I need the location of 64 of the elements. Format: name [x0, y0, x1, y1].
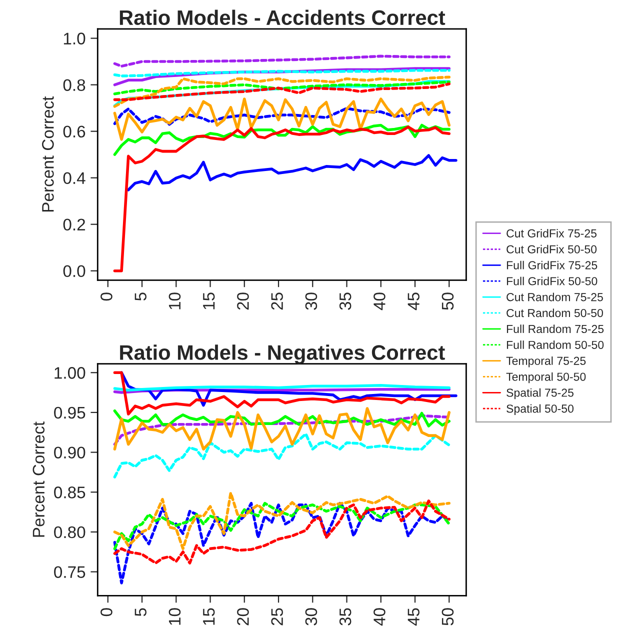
y-tick-label: 0.8: [63, 79, 86, 91]
legend-label: Spatial 50-50: [506, 404, 574, 416]
x-tick-label: 25: [271, 608, 283, 626]
x-tick-label: 40: [374, 292, 386, 310]
x-tick-label: 5: [134, 608, 146, 616]
line-series: [113, 125, 451, 272]
legend-label: Full GridFix 75-25: [506, 260, 598, 270]
y-tick-label: 0.4: [63, 172, 86, 184]
x-tick-label: 40: [374, 608, 386, 626]
line-series: [113, 54, 451, 68]
x-tick-label: 25: [271, 292, 283, 310]
x-tick-label: 15: [203, 292, 215, 310]
legend-label: Temporal 75-25: [506, 356, 586, 368]
x-tick-label: 20: [237, 608, 249, 626]
legend-label: Full Random 75-25: [506, 324, 604, 334]
x-tick-label: 30: [305, 292, 318, 310]
x-tick-label: 0: [100, 292, 112, 301]
y-tick-label: 1.0: [64, 32, 86, 44]
line-series: [113, 500, 451, 564]
y-tick-label: 0.80: [54, 526, 86, 538]
legend-label: Cut GridFix 75-25: [506, 228, 597, 238]
line-series: [113, 106, 451, 126]
legend-label: Cut GridFix 50-50: [506, 244, 597, 254]
x-tick-label: 10: [168, 608, 181, 625]
y-tick-label: 0.2: [63, 218, 86, 231]
legend-label: Spatial 75-25: [506, 388, 574, 400]
line-series: [113, 492, 451, 550]
x-tick-label: 35: [339, 608, 352, 626]
x-tick-label: 50: [442, 608, 454, 626]
legend-label: Cut Random 75-25: [506, 292, 603, 302]
line-series: [113, 432, 451, 478]
line-series: [113, 407, 451, 450]
legend-label: Full GridFix 50-50: [506, 276, 598, 286]
x-tick-label: 0: [100, 608, 112, 616]
chart-title: Ratio Models - Negatives Correct: [120, 344, 445, 364]
x-tick-label: 45: [408, 292, 420, 310]
legend-label: Temporal 50-50: [506, 372, 586, 384]
x-tick-label: 45: [408, 608, 420, 626]
x-tick-label: 30: [305, 608, 318, 626]
y-tick-label: 0.6: [63, 126, 86, 138]
line-series: [113, 502, 451, 550]
line-series: [113, 371, 451, 416]
x-tick-label: 10: [168, 292, 181, 310]
line-series: [113, 82, 451, 102]
legend-label: Full Random 50-50: [506, 340, 604, 349]
chart-title: Ratio Models - Accidents Correct: [120, 10, 446, 26]
y-tick-label: 0.95: [54, 406, 86, 419]
line-series: [113, 98, 451, 141]
y-axis-title: Percent Correct: [42, 96, 54, 212]
x-tick-label: 50: [442, 292, 454, 310]
x-tick-label: 5: [134, 292, 146, 301]
y-tick-label: 0.75: [54, 566, 86, 578]
x-tick-label: 35: [339, 292, 352, 310]
legend-label: Cut Random 50-50: [506, 308, 603, 318]
line-series: [126, 154, 458, 192]
y-tick-label: 0.0: [63, 265, 86, 278]
line-series: [113, 80, 451, 96]
y-tick-label: 0.85: [54, 486, 86, 498]
x-tick-label: 15: [203, 608, 215, 625]
x-tick-label: 20: [237, 292, 249, 310]
line-series: [113, 76, 451, 108]
y-tick-label: 0.90: [54, 446, 86, 458]
y-tick-label: 1.00: [54, 367, 86, 379]
y-axis-title: Percent Correct: [32, 422, 45, 537]
